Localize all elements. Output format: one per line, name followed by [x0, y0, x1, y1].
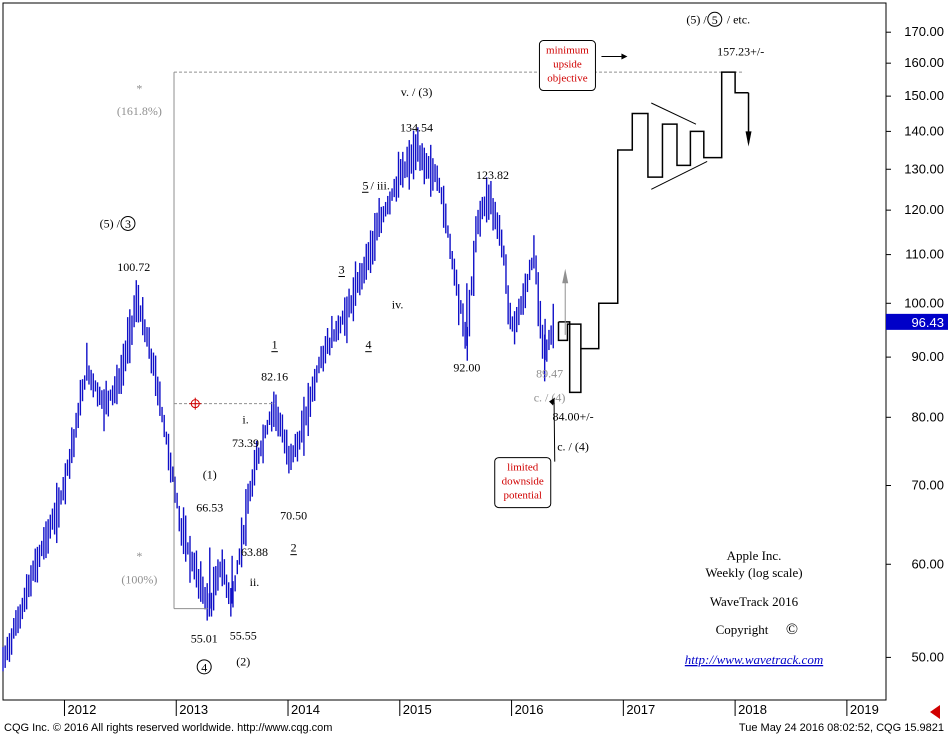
y-tick-label: 130.00: [904, 161, 944, 176]
x-tick-label: 2012: [67, 702, 96, 717]
wave-label: *: [136, 549, 142, 563]
last-price-label: 96.43: [911, 315, 944, 330]
wave-label: (1): [203, 467, 217, 481]
x-tick-label: 2019: [850, 702, 879, 717]
callout-box: [494, 457, 552, 509]
wave-label: 73.39: [232, 436, 259, 450]
wave-circle: [196, 659, 212, 675]
wave-circle: [707, 11, 723, 27]
wave-label: 84.00+/-: [552, 409, 593, 423]
footer-timestamp: Tue May 24 2016 08:02:52, CQG 15.9821: [738, 722, 944, 734]
wave-label: c. / (4): [557, 439, 589, 453]
y-tick-label: 150.00: [904, 88, 944, 103]
wave-label: (2): [236, 655, 250, 669]
wave-label: 55.01: [191, 631, 218, 645]
wave-label: 82.16: [261, 369, 288, 383]
callout-arrow-line: [553, 398, 556, 462]
callout-arrow-icon: [621, 53, 628, 60]
wave-label: 5: [362, 178, 368, 192]
wave-label: 134.54: [400, 120, 433, 134]
projection-path: [557, 71, 749, 350]
wave-label: 70.50: [280, 508, 307, 522]
wave-label: 100.72: [117, 260, 150, 274]
wave-label-circled: 3: [125, 217, 131, 231]
y-tick-label: 110.00: [905, 247, 944, 262]
info-copyright: Copyright: [716, 622, 769, 637]
info-url: http://www.wavetrack.com: [685, 652, 823, 667]
wave-chart: 50.0060.0070.0080.0090.00100.00110.00120…: [2, 2, 948, 719]
y-tick-label: 60.00: [911, 556, 944, 571]
wave-label: v. / (3): [401, 85, 433, 99]
projection-arrow-icon: [745, 131, 752, 147]
wave-label: 123.82: [476, 168, 509, 182]
y-tick-label: 100.00: [904, 295, 944, 310]
callout-box: [538, 40, 596, 92]
wave-label-tail: / iii.: [370, 178, 389, 192]
y-tick-label: 160.00: [904, 55, 944, 70]
wave-label: (161.8%): [117, 104, 162, 118]
wave-label: 55.55: [230, 628, 257, 642]
projection-alt-path: [558, 321, 582, 394]
wave-label: iv.: [392, 297, 404, 311]
copyright-icon: ©: [786, 621, 798, 638]
wave-label: (5) /: [100, 216, 121, 230]
y-tick-label: 120.00: [904, 202, 944, 217]
wave-circle: [120, 215, 136, 231]
x-tick-label: 2016: [515, 702, 544, 717]
x-tick-label: 2018: [738, 702, 767, 717]
callout-text: objective: [547, 73, 587, 85]
wave-label: 4: [365, 338, 371, 352]
last-price-tag: [886, 313, 948, 330]
y-tick-label: 140.00: [904, 123, 944, 138]
wave-label: 3: [339, 263, 345, 277]
wave-label: 66.53: [196, 501, 223, 515]
wave-label: 63.88: [241, 545, 268, 559]
triangle-lower-line: [651, 161, 708, 190]
scroll-left-icon: [930, 705, 940, 719]
callout-text: minimum: [546, 45, 589, 57]
wave-label: 2: [291, 541, 297, 555]
wave-label: i.: [242, 413, 248, 427]
wave-label: 89.47: [536, 366, 563, 380]
wave-label: *: [136, 82, 142, 96]
triangle-upper-line: [651, 102, 697, 125]
wave-label: ii.: [250, 575, 260, 589]
callout-arrow-icon: [549, 397, 556, 406]
footer-copyright: CQG Inc. © 2016 All rights reserved worl…: [4, 722, 333, 734]
wave-label: 157.23+/-: [717, 44, 764, 58]
y-tick-label: 70.00: [911, 478, 944, 493]
wave-label-circled: 4: [201, 660, 207, 674]
y-tick-label: 50.00: [911, 649, 944, 664]
x-tick-label: 2015: [403, 702, 432, 717]
x-tick-label: 2013: [179, 702, 208, 717]
info-period: Weekly (log scale): [705, 565, 802, 580]
wave-label: 92.00: [453, 361, 480, 375]
callout-text: potential: [503, 490, 542, 502]
info-brand: WaveTrack 2016: [710, 594, 799, 609]
callout-text: limited: [507, 462, 539, 474]
wave-label: 1: [272, 338, 278, 352]
gray-arrow-icon: [562, 268, 569, 284]
y-tick-label: 170.00: [904, 24, 944, 39]
y-tick-label: 90.00: [911, 349, 944, 364]
x-tick-label: 2014: [291, 702, 320, 717]
callout-text: downside: [502, 476, 544, 488]
callout-text: upside: [553, 59, 582, 71]
wave-label-circled: 5: [712, 13, 718, 27]
info-name: Apple Inc.: [727, 548, 782, 563]
wave-label-tail: / etc.: [727, 12, 750, 26]
y-tick-label: 80.00: [911, 409, 944, 424]
wave-label: (5) /: [686, 12, 707, 26]
wave-label: (100%): [121, 572, 157, 586]
footer: CQG Inc. © 2016 All rights reserved worl…: [0, 720, 948, 737]
wave-label: c. / (4): [534, 391, 566, 405]
x-tick-label: 2017: [626, 702, 655, 717]
